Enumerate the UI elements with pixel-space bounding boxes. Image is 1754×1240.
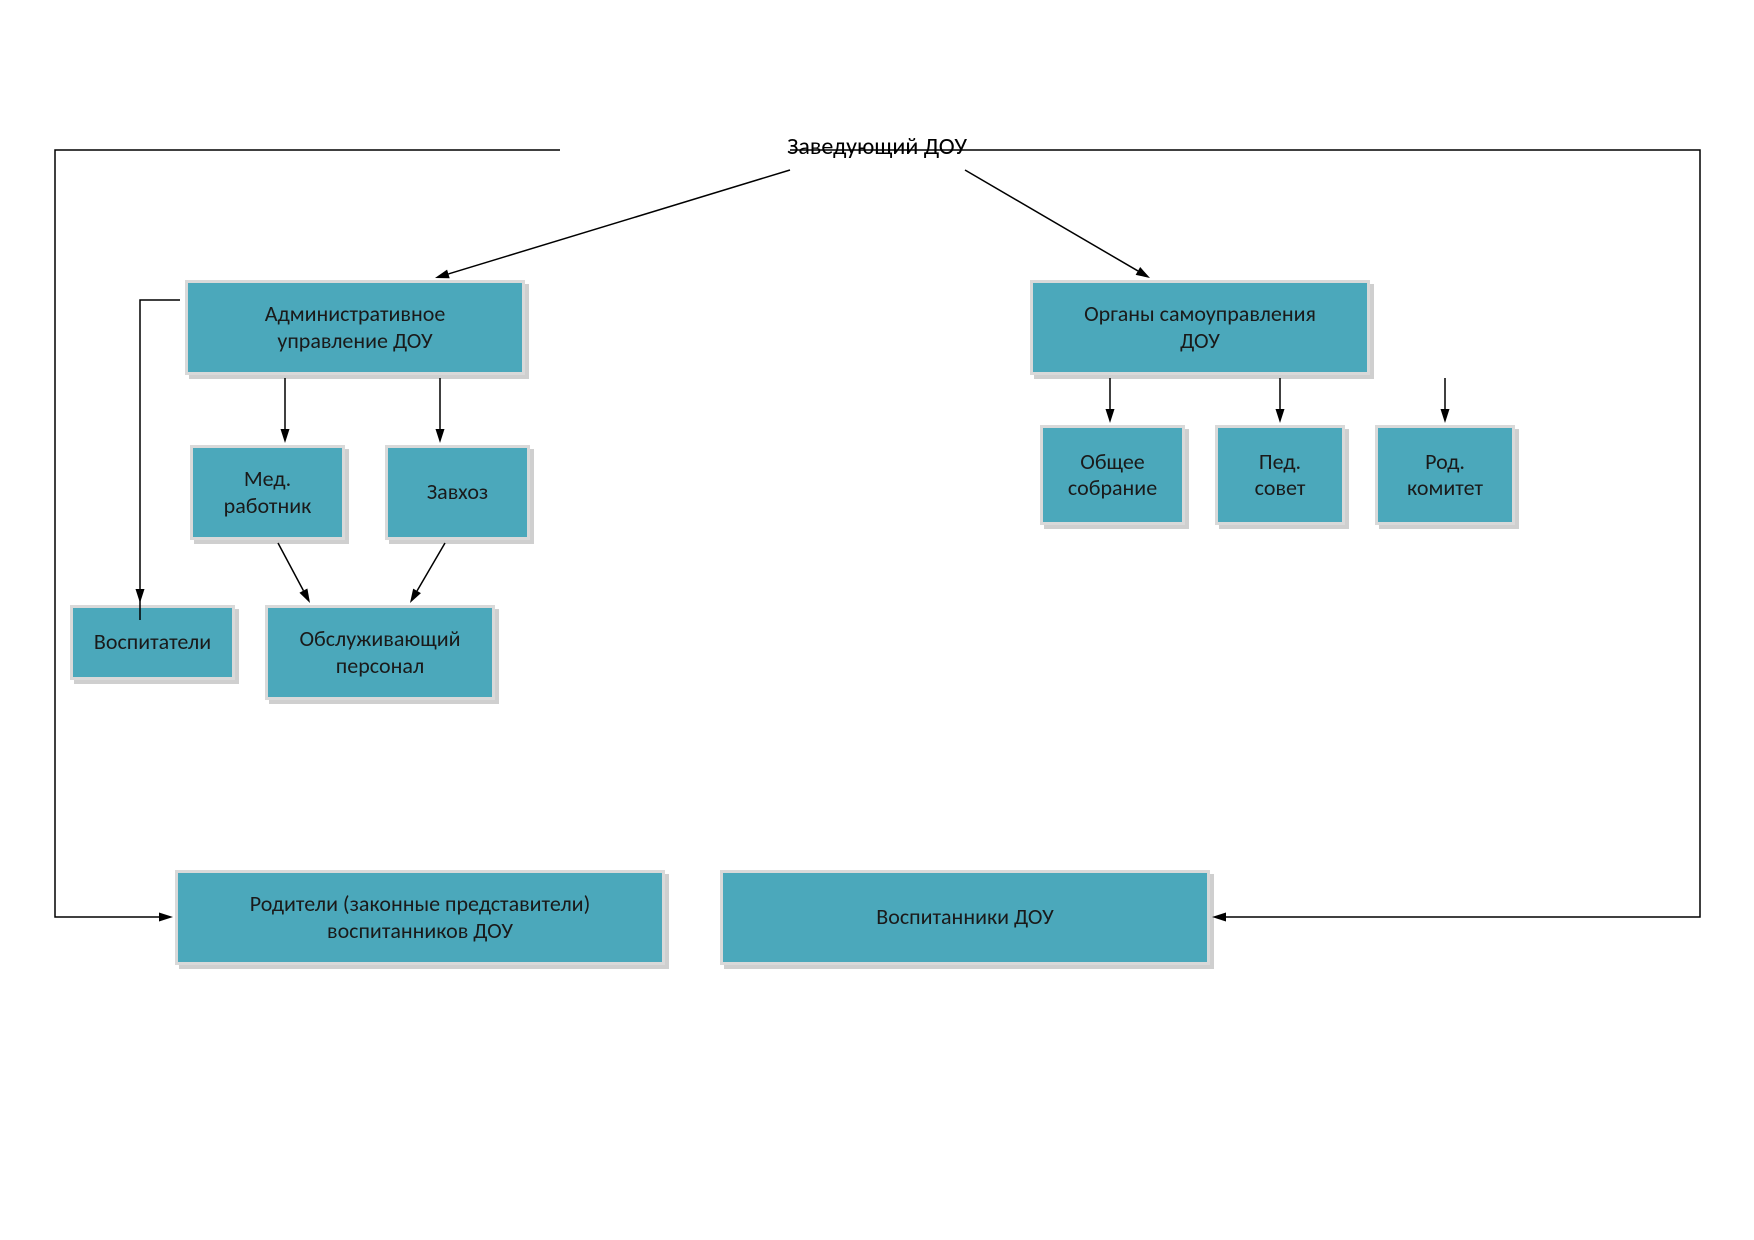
node-meeting-label: Общее собрание [1068, 449, 1157, 502]
node-admin: Административное управление ДОУ [185, 280, 525, 375]
node-zavhoz: Завхоз [385, 445, 530, 540]
node-rodkom: Род. комитет [1375, 425, 1515, 525]
diagram-title: Заведующий ДОУ [0, 132, 1754, 161]
node-staff: Обслуживающий персонал [265, 605, 495, 700]
node-meeting: Общее собрание [1040, 425, 1185, 525]
diagram-title-text: Заведующий ДОУ [787, 132, 967, 161]
node-educators-label: Воспитатели [94, 629, 211, 655]
node-selfgov-label: Органы самоуправления ДОУ [1084, 301, 1316, 354]
node-pupils: Воспитанники ДОУ [720, 870, 1210, 965]
node-parents: Родители (законные представители) воспит… [175, 870, 665, 965]
node-parents-label: Родители (законные представители) воспит… [250, 891, 591, 944]
node-med-label: Мед. работник [224, 466, 312, 519]
node-pedsovet-label: Пед. совет [1255, 449, 1306, 502]
node-med: Мед. работник [190, 445, 345, 540]
node-selfgov: Органы самоуправления ДОУ [1030, 280, 1370, 375]
node-pedsovet: Пед. совет [1215, 425, 1345, 525]
node-staff-label: Обслуживающий персонал [299, 626, 460, 679]
node-admin-label: Административное управление ДОУ [265, 301, 446, 354]
node-educators: Воспитатели [70, 605, 235, 680]
node-pupils-label: Воспитанники ДОУ [876, 904, 1053, 930]
node-zavhoz-label: Завхоз [427, 479, 488, 505]
connectors-layer [0, 0, 1754, 1240]
node-rodkom-label: Род. комитет [1407, 449, 1483, 502]
